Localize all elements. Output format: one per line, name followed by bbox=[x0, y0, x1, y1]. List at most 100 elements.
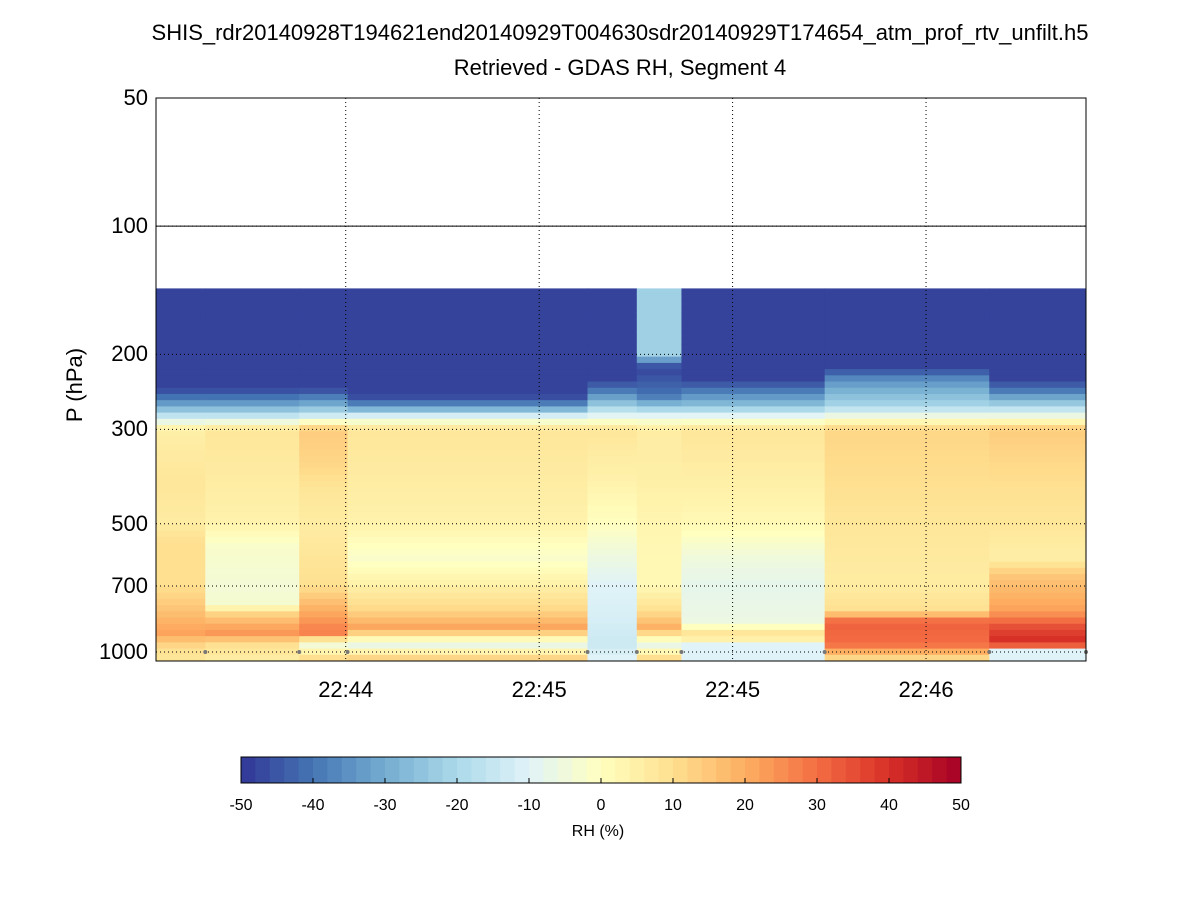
heatmap-cell bbox=[989, 449, 1086, 457]
heatmap-cell bbox=[587, 387, 638, 395]
heatmap-cell bbox=[636, 449, 682, 457]
heatmap-cell bbox=[205, 555, 300, 563]
heatmap-cell bbox=[824, 375, 990, 383]
heatmap-cell bbox=[681, 387, 826, 395]
heatmap-cell bbox=[989, 456, 1086, 463]
heatmap-cell bbox=[347, 474, 589, 482]
heatmap-cell bbox=[347, 487, 589, 494]
heatmap-cell bbox=[636, 369, 682, 376]
heatmap-cell bbox=[156, 487, 206, 494]
heatmap-cell bbox=[205, 543, 300, 550]
heatmap-cell bbox=[989, 598, 1086, 606]
heatmap-cell bbox=[587, 543, 638, 550]
heatmap-cell bbox=[824, 412, 990, 420]
colorbar-swatch bbox=[485, 757, 501, 783]
heatmap-cell bbox=[587, 375, 638, 383]
heatmap-cell bbox=[636, 598, 682, 606]
heatmap-cell bbox=[347, 362, 589, 370]
heatmap-cell bbox=[636, 642, 682, 650]
heatmap-cell bbox=[824, 369, 990, 376]
heatmap-cell bbox=[205, 443, 300, 451]
colorbar-swatch bbox=[845, 757, 861, 783]
heatmap-cell bbox=[824, 288, 990, 296]
heatmap-cell bbox=[636, 543, 682, 550]
heatmap-cell bbox=[205, 319, 300, 327]
heatmap-cell bbox=[156, 636, 206, 643]
heatmap-cell bbox=[824, 499, 990, 507]
heatmap-cell bbox=[347, 511, 589, 519]
heatmap-cell bbox=[824, 338, 990, 345]
heatmap-cell bbox=[681, 511, 826, 519]
heatmap-cell bbox=[347, 555, 589, 563]
heatmap-cell bbox=[681, 536, 826, 544]
heatmap-cell bbox=[205, 592, 300, 600]
heatmap-cell bbox=[205, 636, 300, 643]
heatmap-cell bbox=[681, 598, 826, 606]
heatmap-cell bbox=[347, 536, 589, 544]
heatmap-cell bbox=[587, 449, 638, 457]
heatmap-cell bbox=[824, 456, 990, 463]
heatmap-cell bbox=[156, 611, 206, 619]
heatmap-cell bbox=[824, 648, 990, 656]
heatmap-cell bbox=[989, 530, 1086, 538]
colorbar-swatch bbox=[701, 757, 717, 783]
heatmap-cell bbox=[299, 449, 349, 457]
heatmap-cell bbox=[347, 412, 589, 420]
heatmap-cell bbox=[824, 555, 990, 563]
heatmap-cell bbox=[587, 431, 638, 438]
heatmap-cell bbox=[299, 605, 349, 612]
heatmap-cell bbox=[989, 319, 1086, 327]
heatmap-cell bbox=[824, 443, 990, 451]
heatmap-cell bbox=[587, 437, 638, 445]
colorbar-swatch bbox=[471, 757, 487, 783]
colorbar-swatch bbox=[255, 757, 271, 783]
colorbar-swatch bbox=[457, 757, 472, 783]
heatmap-cell bbox=[299, 288, 349, 296]
heatmap-cell bbox=[824, 480, 990, 488]
segment-marker bbox=[345, 649, 350, 654]
heatmap-cell bbox=[824, 313, 990, 320]
heatmap-cell bbox=[299, 431, 349, 438]
heatmap-cell bbox=[299, 592, 349, 600]
heatmap-cell bbox=[824, 425, 990, 432]
heatmap-cell bbox=[205, 574, 300, 581]
heatmap-cell bbox=[205, 375, 300, 383]
heatmap-cell bbox=[587, 462, 638, 469]
heatmap-cell bbox=[587, 493, 638, 501]
heatmap-cell bbox=[824, 381, 990, 389]
heatmap-cell bbox=[824, 518, 990, 525]
heatmap-cell bbox=[299, 561, 349, 569]
heatmap-cell bbox=[681, 487, 826, 494]
heatmap-cell bbox=[156, 505, 206, 513]
heatmap-cell bbox=[824, 350, 990, 358]
heatmap-cell bbox=[989, 462, 1086, 469]
y-tick-label: 500 bbox=[111, 510, 148, 536]
heatmap-cell bbox=[347, 319, 589, 327]
heatmap-cell bbox=[347, 431, 589, 438]
colorbar-swatch bbox=[889, 757, 904, 783]
heatmap-cell bbox=[205, 369, 300, 376]
heatmap-cell bbox=[636, 456, 682, 463]
heatmap-cell bbox=[636, 605, 682, 612]
heatmap-cell bbox=[989, 549, 1086, 556]
heatmap-cell bbox=[824, 574, 990, 581]
heatmap-cell bbox=[824, 387, 990, 395]
heatmap-cell bbox=[299, 344, 349, 351]
heatmap-cell bbox=[347, 605, 589, 612]
heatmap-cell bbox=[205, 561, 300, 569]
heatmap-cell bbox=[681, 567, 826, 575]
heatmap-cell bbox=[681, 654, 826, 661]
colorbar-swatch bbox=[802, 757, 818, 783]
y-tick-label: 50 bbox=[123, 85, 148, 110]
heatmap-cell bbox=[299, 586, 349, 594]
heatmap-cell bbox=[299, 325, 349, 333]
heatmap-cell bbox=[156, 629, 206, 637]
heatmap-cell bbox=[347, 344, 589, 351]
colorbar-swatch bbox=[831, 757, 847, 783]
heatmap-cell bbox=[989, 474, 1086, 482]
heatmap-cell bbox=[681, 561, 826, 569]
heatmap-cell bbox=[299, 462, 349, 469]
heatmap-cell bbox=[824, 300, 990, 308]
heatmap-cell bbox=[636, 350, 682, 358]
segment-marker bbox=[822, 649, 827, 654]
